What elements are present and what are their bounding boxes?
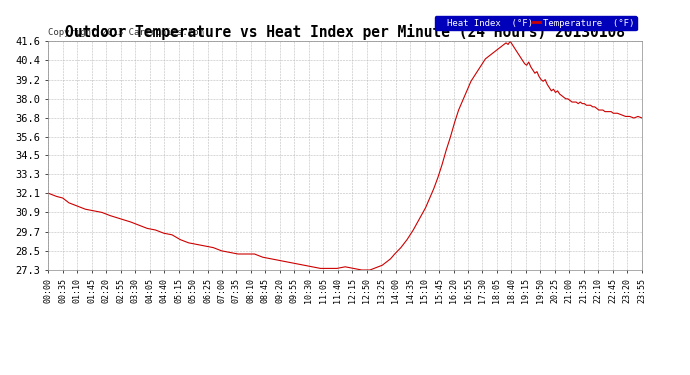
Title: Outdoor Temperature vs Heat Index per Minute (24 Hours) 20130108: Outdoor Temperature vs Heat Index per Mi… — [65, 24, 625, 40]
Text: Copyright 2013 Cartronics.com: Copyright 2013 Cartronics.com — [48, 28, 204, 37]
Legend: Heat Index  (°F), Temperature  (°F): Heat Index (°F), Temperature (°F) — [435, 16, 637, 30]
